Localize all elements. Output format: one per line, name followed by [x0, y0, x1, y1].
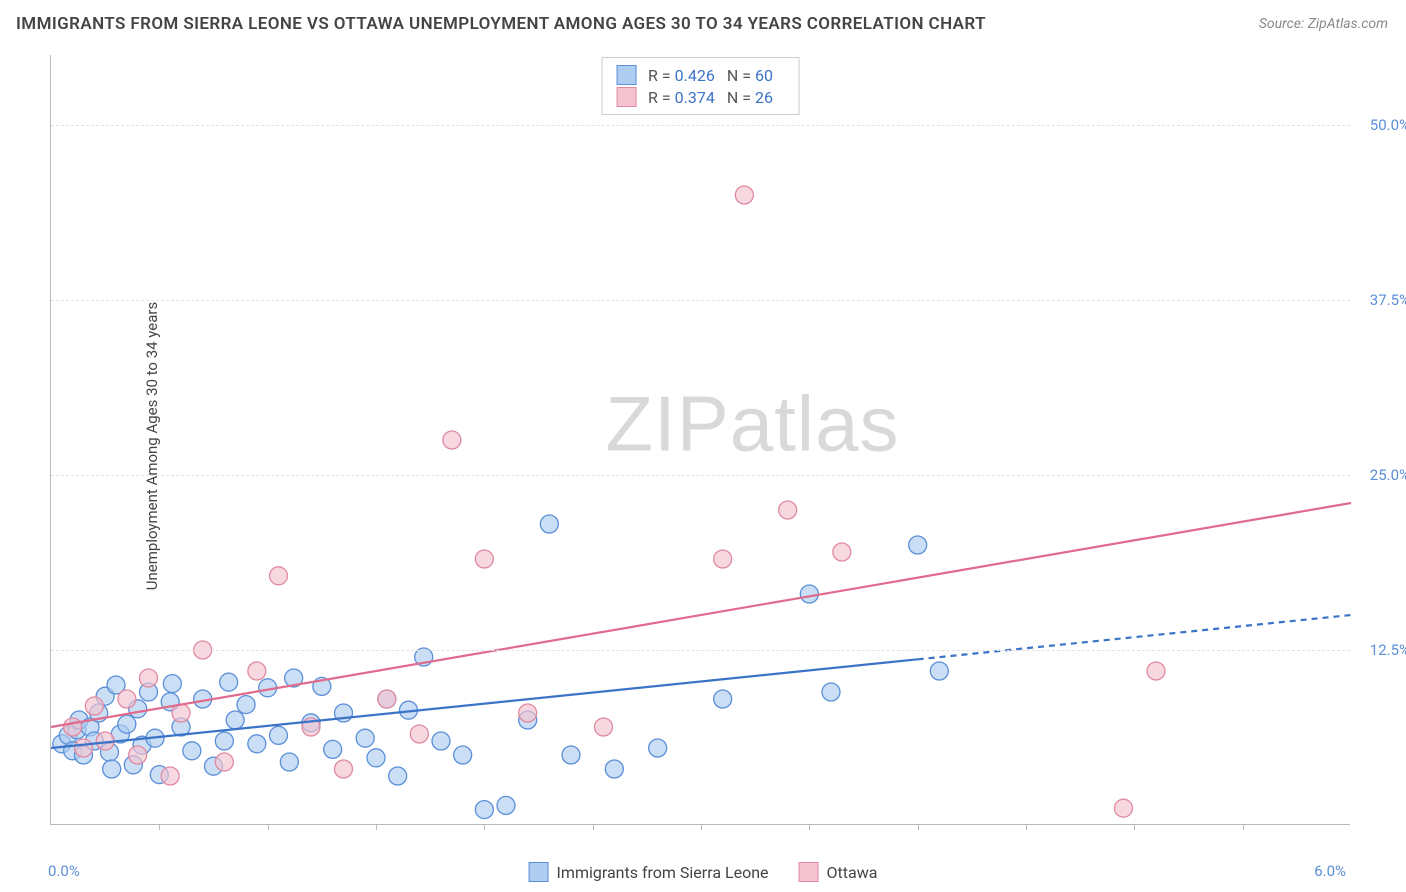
y-tick-label: 12.5%: [1370, 641, 1406, 659]
scatter-point: [519, 704, 537, 722]
source-attribution: Source: ZipAtlas.com: [1259, 16, 1388, 32]
scatter-point: [270, 726, 288, 744]
scatter-point: [237, 696, 255, 714]
x-tick: [484, 824, 485, 830]
legend-swatch: [529, 862, 549, 882]
stats-text: R = 0.374N = 26: [648, 88, 785, 107]
scatter-point: [220, 673, 238, 691]
scatter-point: [540, 515, 558, 533]
y-tick-label: 25.0%: [1370, 466, 1406, 484]
legend-swatch: [799, 862, 819, 882]
y-tick-label: 50.0%: [1370, 116, 1406, 134]
scatter-point: [140, 669, 158, 687]
x-tick: [918, 824, 919, 830]
scatter-point: [215, 753, 233, 771]
scatter-point: [649, 739, 667, 757]
scatter-point: [389, 767, 407, 785]
y-tick-label: 37.5%: [1370, 291, 1406, 309]
scatter-point: [454, 746, 472, 764]
legend-swatch: [616, 87, 636, 107]
x-tick: [701, 824, 702, 830]
x-tick: [593, 824, 594, 830]
scatter-point: [475, 801, 493, 819]
legend-label: Ottawa: [827, 863, 878, 882]
scatter-point: [909, 536, 927, 554]
scatter-point: [714, 550, 732, 568]
scatter-point: [161, 767, 179, 785]
scatter-point: [410, 725, 428, 743]
plot-area: ZIPatlas R = 0.426N = 60R = 0.374N = 26 …: [50, 55, 1350, 825]
legend-swatch: [616, 65, 636, 85]
gridline: [51, 125, 1350, 126]
x-tick: [159, 824, 160, 830]
scatter-point: [833, 543, 851, 561]
scatter-point: [930, 662, 948, 680]
stats-text: R = 0.426N = 60: [648, 66, 785, 85]
stats-row: R = 0.374N = 26: [616, 86, 785, 108]
scatter-point: [85, 697, 103, 715]
scatter-point: [475, 550, 493, 568]
scatter-point: [248, 735, 266, 753]
x-tick: [1243, 824, 1244, 830]
scatter-point: [605, 760, 623, 778]
scatter-point: [64, 718, 82, 736]
scatter-svg: [51, 55, 1350, 824]
x-axis-min-label: 0.0%: [48, 862, 80, 880]
scatter-point: [215, 732, 233, 750]
legend-item: Immigrants from Sierra Leone: [529, 862, 769, 882]
scatter-point: [595, 718, 613, 736]
stats-legend-box: R = 0.426N = 60 R = 0.374N = 26: [601, 57, 800, 115]
chart-title: IMMIGRANTS FROM SIERRA LEONE VS OTTAWA U…: [16, 14, 986, 34]
gridline: [51, 475, 1350, 476]
legend-item: Ottawa: [799, 862, 878, 882]
scatter-point: [270, 567, 288, 585]
scatter-point: [443, 431, 461, 449]
scatter-point: [779, 501, 797, 519]
scatter-point: [163, 675, 181, 693]
scatter-point: [280, 753, 298, 771]
scatter-point: [562, 746, 580, 764]
x-tick: [376, 824, 377, 830]
x-tick: [1026, 824, 1027, 830]
x-tick: [268, 824, 269, 830]
scatter-point: [1115, 799, 1133, 817]
x-tick: [1134, 824, 1135, 830]
scatter-point: [735, 186, 753, 204]
scatter-point: [75, 739, 93, 757]
scatter-point: [335, 760, 353, 778]
scatter-point: [497, 796, 515, 814]
gridline: [51, 300, 1350, 301]
scatter-point: [356, 729, 374, 747]
scatter-point: [822, 683, 840, 701]
legend-label: Immigrants from Sierra Leone: [557, 863, 769, 882]
scatter-point: [183, 742, 201, 760]
scatter-point: [1147, 662, 1165, 680]
scatter-point: [248, 662, 266, 680]
scatter-point: [432, 732, 450, 750]
scatter-point: [378, 690, 396, 708]
stats-row: R = 0.426N = 60: [616, 64, 785, 86]
scatter-point: [118, 690, 136, 708]
trend-line-dashed: [918, 615, 1351, 659]
scatter-point: [324, 740, 342, 758]
x-axis-max-label: 6.0%: [1314, 862, 1346, 880]
trend-line: [51, 503, 1351, 727]
gridline: [51, 650, 1350, 651]
scatter-point: [800, 585, 818, 603]
scatter-point: [714, 690, 732, 708]
scatter-point: [226, 711, 244, 729]
scatter-point: [103, 760, 121, 778]
scatter-point: [118, 715, 136, 733]
scatter-point: [129, 746, 147, 764]
scatter-point: [367, 749, 385, 767]
x-tick: [809, 824, 810, 830]
bottom-legend: Immigrants from Sierra Leone Ottawa: [529, 862, 878, 882]
